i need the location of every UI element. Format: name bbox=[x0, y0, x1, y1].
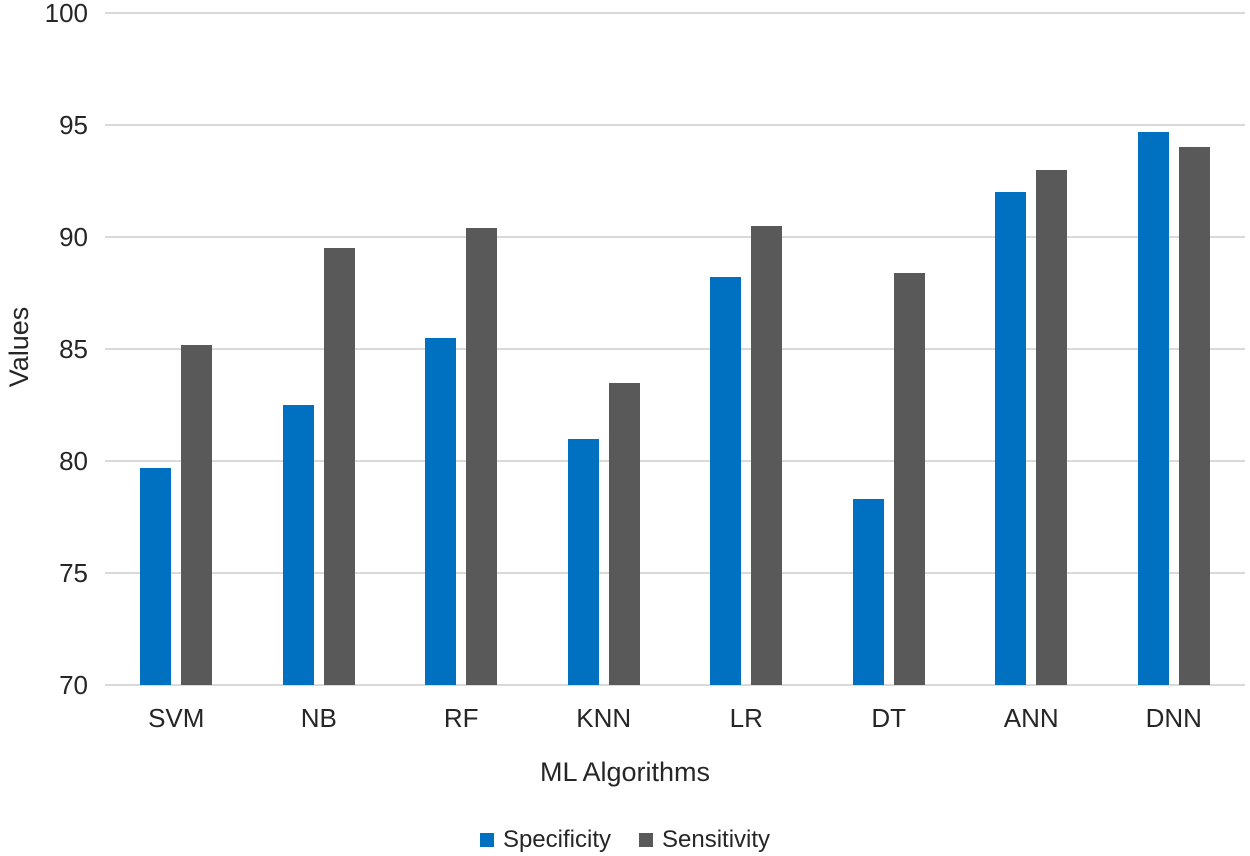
y-tick-85: 85 bbox=[59, 334, 88, 364]
gridline-70 bbox=[105, 684, 1245, 686]
gridline-100 bbox=[105, 12, 1245, 14]
gridline-95 bbox=[105, 124, 1245, 126]
x-category-LR: LR bbox=[729, 703, 763, 733]
x-axis-title: ML Algorithms bbox=[539, 757, 711, 787]
legend-label-sensitivity: Sensitivity bbox=[662, 826, 771, 853]
bar-sensitivity-DNN bbox=[1178, 147, 1210, 685]
bar-specificity-LR bbox=[710, 277, 742, 685]
legend: Specificity Sensitivity bbox=[0, 826, 1250, 854]
bar-sensitivity-SVM bbox=[181, 344, 213, 685]
y-tick-70: 70 bbox=[59, 670, 88, 700]
bar-specificity-NB bbox=[282, 405, 314, 685]
y-tick-80: 80 bbox=[59, 446, 88, 476]
plot-area bbox=[105, 12, 1245, 686]
bar-specificity-RF bbox=[425, 337, 457, 685]
bar-sensitivity-RF bbox=[466, 228, 498, 685]
x-category-NB: NB bbox=[300, 703, 337, 733]
x-category-KNN: KNN bbox=[576, 703, 632, 733]
x-category-SVM: SVM bbox=[148, 703, 205, 733]
legend-label-specificity: Specificity bbox=[502, 826, 611, 853]
bar-sensitivity-DT bbox=[893, 272, 925, 685]
bar-sensitivity-LR bbox=[751, 225, 783, 685]
bar-sensitivity-NB bbox=[323, 248, 355, 685]
legend-item-specificity: Specificity bbox=[479, 826, 611, 854]
y-tick-75: 75 bbox=[59, 558, 88, 588]
gridline-85 bbox=[105, 348, 1245, 350]
gridline-75 bbox=[105, 572, 1245, 574]
specificity-swatch-icon bbox=[479, 833, 494, 847]
gridline-80 bbox=[105, 460, 1245, 462]
legend-item-sensitivity: Sensitivity bbox=[639, 826, 770, 854]
bar-specificity-SVM bbox=[140, 467, 172, 685]
bar-specificity-DT bbox=[852, 499, 884, 685]
y-tick-90: 90 bbox=[59, 222, 88, 252]
bar-sensitivity-ANN bbox=[1036, 169, 1068, 685]
x-category-ANN: ANN bbox=[1003, 703, 1059, 733]
y-tick-100: 100 bbox=[44, 0, 88, 28]
x-category-DT: DT bbox=[871, 703, 907, 733]
x-category-DNN: DNN bbox=[1145, 703, 1202, 733]
bar-specificity-KNN bbox=[567, 438, 599, 685]
bar-specificity-ANN bbox=[995, 192, 1027, 685]
x-category-RF: RF bbox=[443, 703, 479, 733]
sensitivity-swatch-icon bbox=[639, 833, 653, 847]
gridline-90 bbox=[105, 236, 1245, 238]
bar-specificity-DNN bbox=[1137, 131, 1169, 685]
bar-sensitivity-KNN bbox=[608, 382, 640, 685]
y-tick-95: 95 bbox=[59, 110, 88, 140]
